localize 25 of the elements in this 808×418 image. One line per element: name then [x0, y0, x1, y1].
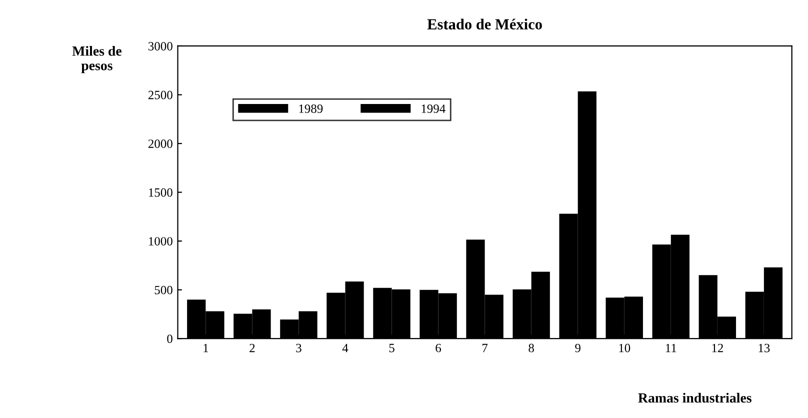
y-tick-label: 3000 [148, 42, 172, 50]
x-tick-label: 7 [482, 344, 488, 352]
x-tick-label: 12 [712, 344, 723, 352]
y-tick-label: 2000 [148, 140, 172, 148]
y-axis-title: Miles de pesos [72, 46, 122, 74]
legend-label: 1994 [422, 104, 446, 113]
x-tick-label: 2 [250, 344, 255, 352]
y-tick-label: 500 [154, 286, 172, 294]
x-tick-label: 4 [342, 344, 348, 352]
legend-label: 1989 [299, 104, 323, 113]
x-tick-label: 6 [436, 344, 442, 352]
x-tick-label: 5 [389, 344, 394, 352]
x-axis-title: Ramas industriales [638, 392, 752, 403]
chart-title: Estado de México [427, 18, 542, 30]
y-tick-label: 2500 [148, 90, 172, 100]
x-tick-label: 11 [666, 344, 676, 352]
y-tick-label: 1000 [149, 237, 172, 246]
x-tick-label: 3 [296, 344, 302, 352]
x-tick-label: 13 [758, 344, 770, 352]
x-tick-label: 1 [204, 344, 208, 352]
x-tick-label: 9 [575, 344, 580, 352]
y-tick-label: 0 [167, 334, 172, 344]
x-tick-label: 8 [528, 344, 534, 352]
x-tick-label: 10 [619, 344, 630, 352]
y-tick-label: 1500 [149, 188, 172, 197]
